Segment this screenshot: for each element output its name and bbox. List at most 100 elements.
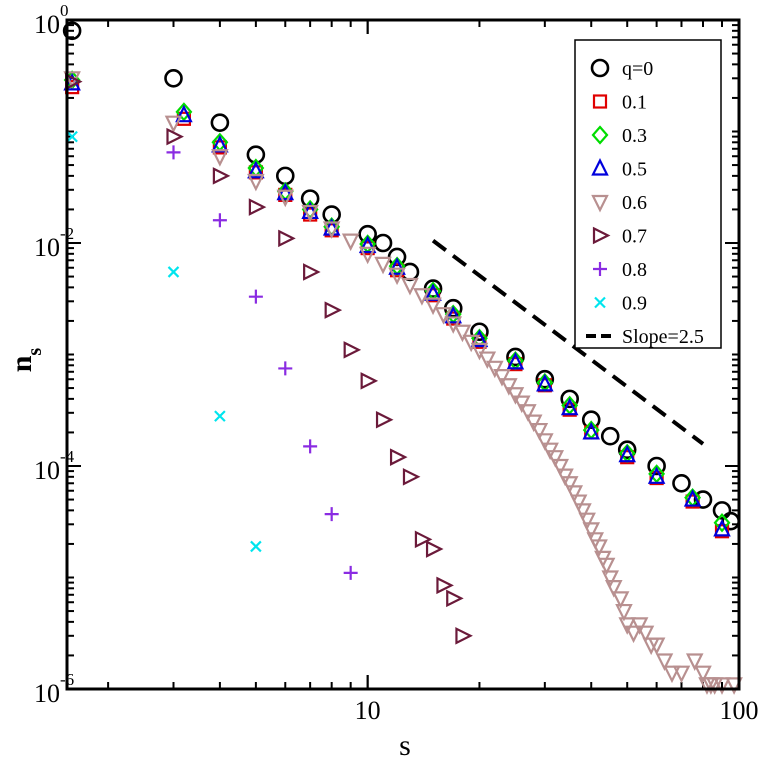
y-tick-exponent: -2 (60, 224, 74, 243)
data-point (512, 395, 531, 414)
data-point (444, 316, 463, 334)
series-0-7 (65, 72, 473, 645)
data-point (212, 167, 231, 185)
svg-text:ns: ns (5, 348, 46, 373)
data-point (214, 410, 226, 422)
data-point (436, 576, 454, 595)
series-0-5 (63, 72, 731, 537)
x-tick-label: 10 (355, 696, 381, 725)
data-point (618, 444, 636, 463)
data-point (424, 283, 442, 301)
y-axis-title-subscript: s (24, 348, 46, 356)
series-slope-2-5 (431, 239, 705, 446)
data-point (546, 450, 565, 468)
data-point (62, 21, 82, 41)
legend-label: 0.6 (622, 192, 647, 214)
series-0-8 (166, 145, 358, 580)
data-point (278, 229, 296, 248)
y-tick-label: 10 (34, 456, 60, 485)
y-tick-label: 10 (34, 679, 60, 708)
data-point (388, 267, 406, 286)
data-point (615, 603, 633, 622)
data-point (248, 289, 263, 304)
data-point (166, 127, 184, 146)
data-point (574, 503, 592, 521)
legend-symbol (593, 262, 607, 276)
data-point (663, 665, 681, 684)
data-point (536, 373, 554, 392)
data-point (486, 360, 504, 379)
legend-label: 0.8 (622, 259, 647, 281)
data-point (624, 625, 643, 644)
legend-symbol (592, 94, 608, 109)
data-point (597, 557, 616, 576)
data-point (167, 266, 180, 278)
data-point (343, 341, 362, 359)
data-point (303, 439, 318, 454)
data-point (175, 102, 193, 122)
data-point (470, 322, 489, 342)
data-point (582, 421, 601, 440)
data-point (569, 494, 588, 513)
legend-symbol (591, 158, 609, 176)
series-0-9 (66, 130, 262, 553)
y-tick-exponent: -6 (60, 670, 74, 689)
data-point (164, 115, 183, 134)
legend-symbol (591, 194, 609, 213)
data-point (424, 297, 442, 316)
legend-symbol (594, 296, 606, 309)
data-point (506, 351, 525, 370)
data-point (278, 361, 293, 376)
data-point (358, 246, 377, 265)
data-point (519, 404, 537, 422)
data-point (401, 277, 419, 296)
legend-label: 0.3 (622, 125, 647, 147)
legend-box (574, 39, 722, 349)
series-0-6 (63, 71, 743, 695)
x-axis-title: s (399, 729, 411, 762)
data-point (693, 490, 713, 509)
data-point (247, 160, 265, 179)
y-axis-title-main: n (5, 355, 38, 372)
data-point (672, 665, 691, 684)
data-point (683, 489, 702, 507)
legend-symbol (590, 58, 610, 78)
data-point (248, 165, 263, 180)
data-point (578, 512, 596, 531)
data-point (341, 233, 360, 252)
data-point (500, 378, 518, 396)
data-point (536, 433, 554, 451)
data-point (694, 665, 712, 684)
data-point (343, 565, 358, 580)
data-point (434, 307, 453, 325)
data-point (713, 518, 731, 537)
legend-label: 0.9 (622, 293, 647, 315)
data-point (470, 342, 489, 361)
data-point (211, 134, 229, 153)
data-point (276, 189, 295, 208)
plot-frame (65, 18, 741, 691)
data-point (303, 263, 321, 281)
data-point (560, 476, 579, 494)
legend-label: Slope=2.5 (622, 326, 704, 348)
data-point (524, 414, 543, 433)
data-point (374, 256, 392, 275)
y-axis-title: ns (5, 348, 46, 373)
data-point (175, 104, 193, 123)
data-point (402, 468, 421, 486)
legend-symbol (592, 226, 611, 245)
data-point (581, 410, 601, 430)
data-point (560, 397, 579, 416)
data-point (562, 402, 577, 417)
data-point (672, 473, 691, 493)
data-point (560, 389, 579, 409)
data-point (414, 530, 433, 549)
legend-symbol (591, 125, 609, 145)
data-point (601, 570, 620, 588)
slope-reference-line (431, 239, 705, 446)
legend-label: 0.5 (622, 159, 647, 181)
data-point (535, 369, 555, 389)
data-point (389, 448, 408, 466)
